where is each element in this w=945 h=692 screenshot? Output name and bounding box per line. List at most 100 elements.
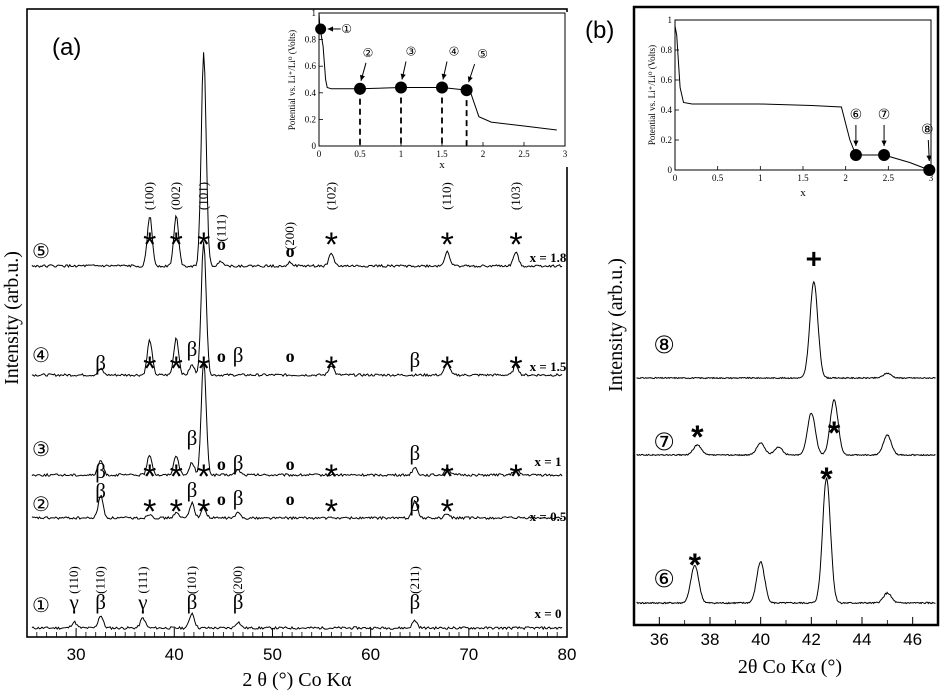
inset-x-tick-label: 0	[673, 173, 678, 183]
asterisk-marker: *	[325, 350, 338, 388]
xrd-curve	[31, 52, 563, 269]
panel-a-label: (a)	[52, 34, 81, 61]
hkl-label: (100)	[142, 182, 157, 210]
inset-state-point	[354, 82, 366, 95]
inset-arrow-head	[467, 76, 473, 83]
hkl-label: (101)	[184, 566, 199, 594]
circle-marker: o	[882, 0, 892, 4]
x-tick-label: 44	[853, 630, 872, 649]
asterisk-marker: *	[143, 226, 156, 264]
hkl-label: (110)	[66, 566, 81, 594]
inset-x-tick-label: 1	[758, 173, 763, 183]
hkl-label: (101)	[196, 182, 211, 210]
circle-marker: o	[286, 489, 295, 509]
phase-marker: β	[95, 479, 106, 503]
xrd-curve	[31, 611, 563, 631]
hkl-label: (110)	[439, 182, 454, 210]
panel-b-inset: Potential vs. Li⁺/Li⁰ (Volts) x 0 0.5 1 1.5…	[647, 15, 936, 199]
x-tick-label: 42	[802, 630, 821, 649]
phase-marker: β	[233, 590, 244, 614]
inset-y-tick-label: 0.2	[661, 135, 672, 145]
asterisk-marker: *	[170, 226, 183, 264]
composition-label: x = 1	[535, 454, 562, 469]
asterisk-marker: *	[828, 415, 841, 451]
composition-label: x = 0	[535, 606, 562, 621]
asterisk-marker: *	[754, 0, 767, 7]
inset-point-label: ⑤	[477, 47, 488, 61]
x-tick-label: 36	[650, 630, 669, 649]
phase-marker: β	[95, 351, 106, 375]
phase-marker: β	[233, 486, 244, 510]
plus-marker: +	[803, 0, 819, 6]
inset-point-label: ③	[406, 44, 417, 58]
circle-marker: o	[286, 346, 295, 366]
asterisk-marker: *	[441, 226, 454, 264]
phase-marker: β	[409, 492, 420, 516]
asterisk-marker: *	[143, 493, 156, 531]
asterisk-marker: *	[689, 547, 702, 583]
inset-y-tick-label: 0.6	[661, 75, 673, 85]
asterisk-marker: *	[170, 350, 183, 388]
phase-marker: β	[187, 337, 198, 361]
inset-x-tick-label: 2.5	[883, 173, 895, 183]
hkl-label: (200)	[282, 222, 297, 250]
inset-state-point	[395, 81, 407, 94]
inset-state-point	[849, 149, 862, 161]
panel-b: (b) Intensity (arb.u.) 2θ Co Kα (°) 36 38…	[585, 0, 940, 678]
panel-b-label: (b)	[585, 17, 614, 44]
phase-marker: β	[409, 590, 420, 614]
asterisk-marker: *	[325, 493, 338, 531]
asterisk-marker: *	[509, 350, 522, 388]
asterisk-marker: *	[197, 458, 210, 496]
x-tick-label: 38	[701, 630, 720, 649]
inset-y-tick-label: 0.4	[305, 88, 317, 98]
inset-y-tick-label: 1	[312, 8, 317, 18]
panel-a-curves	[31, 52, 563, 631]
inset-x-tick-label: 2	[481, 149, 486, 159]
phase-marker: β	[187, 590, 198, 614]
circle-marker: o	[217, 489, 226, 509]
inset-b-ticks: 0 0.5 1 1.5 2 2.5 3 0 0.2 0.4 0.6 0.8 1	[661, 15, 934, 183]
xrd-curve	[31, 359, 563, 478]
inset-a-ylabel: Potential vs. Li⁺/Li⁰ (Volts)	[287, 30, 297, 130]
circle-marker: o	[882, 0, 892, 4]
asterisk-marker: *	[441, 350, 454, 388]
curve-number-marker: ③	[32, 439, 50, 461]
circle-marker: o	[217, 346, 226, 366]
asterisk-marker: *	[754, 0, 767, 7]
plus-marker: +	[806, 243, 822, 274]
inset-y-tick-label: 0.2	[305, 114, 316, 124]
panel-b-frame	[632, 5, 940, 627]
inset-x-tick-label: 0.5	[354, 149, 366, 159]
phase-marker: γ	[137, 590, 147, 614]
phase-marker: β	[233, 451, 244, 475]
inset-point-label: ⑧	[921, 121, 934, 137]
phase-marker: β	[409, 348, 420, 372]
asterisk-marker: *	[509, 226, 522, 264]
inset-state-point	[315, 23, 327, 35]
inset-b-ylabel: Potential vs. Li⁺/Li⁰ (Volts)	[647, 45, 657, 145]
phase-marker: β	[187, 426, 198, 450]
asterisk-marker: *	[143, 350, 156, 388]
circle-marker: o	[217, 234, 226, 254]
inset-y-tick-label: 1	[668, 15, 673, 25]
x-tick-label: 70	[459, 645, 478, 664]
phase-marker: β	[95, 590, 106, 614]
hkl-label: (002)	[168, 182, 183, 210]
hkl-label: (111)	[135, 566, 150, 593]
panel-b-curves	[636, 280, 936, 605]
inset-point-label: ②	[363, 46, 374, 60]
inset-arrow-head	[441, 73, 447, 80]
inset-y-tick-label: 0.8	[305, 35, 317, 45]
panel-b-annotations: +o**+*o***o	[689, 0, 893, 583]
hkl-label: (103)	[508, 182, 523, 210]
inset-b-frame	[674, 19, 932, 171]
inset-state-point	[878, 149, 891, 161]
inset-x-tick-label: 2	[843, 173, 848, 183]
x-tick-label: 46	[903, 630, 922, 649]
xrd-curve	[636, 399, 936, 457]
x-tick-label: 40	[165, 645, 184, 664]
panel-a-annotations: γ(110)β(110)γ(111)β(101)β(200)β(211)β* *β…	[66, 182, 523, 614]
phase-marker: β	[187, 478, 198, 502]
